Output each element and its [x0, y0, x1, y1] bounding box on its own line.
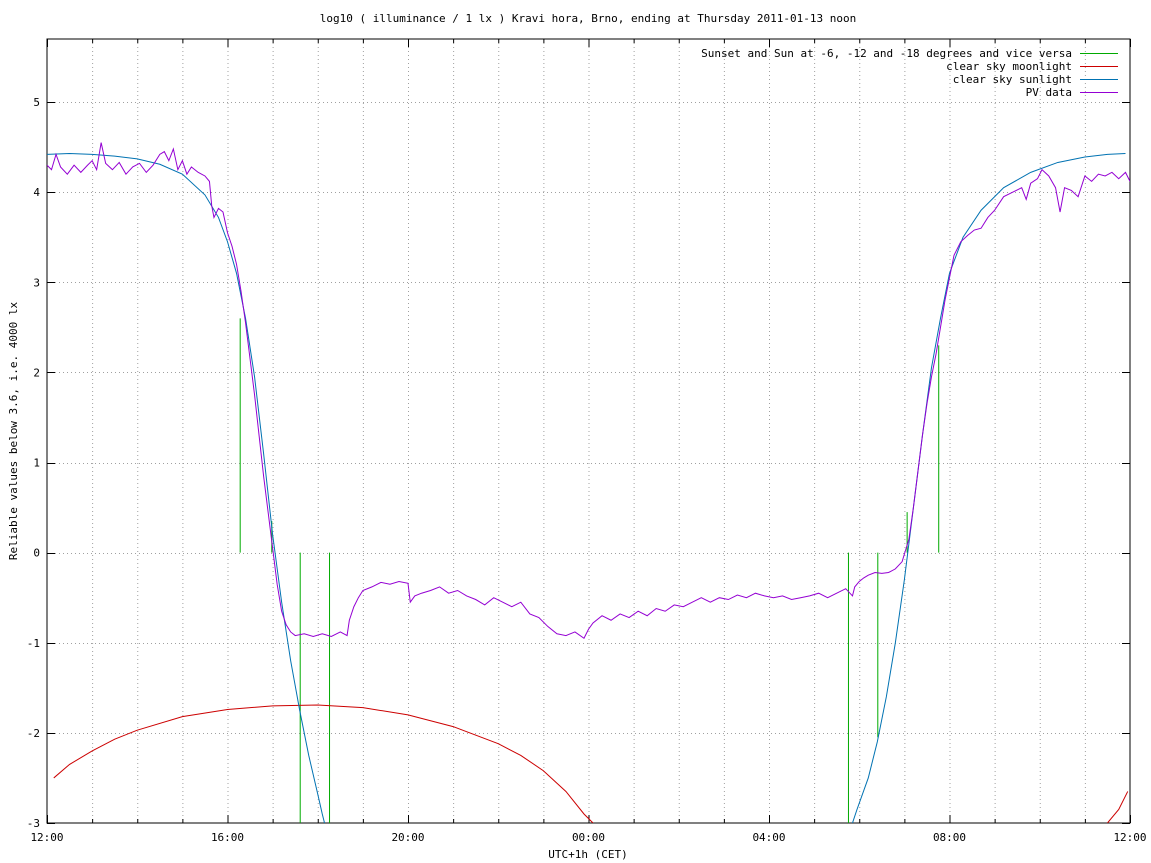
legend: Sunset and Sun at -6, -12 and -18 degree…: [701, 47, 1118, 99]
legend-label: PV data: [1026, 86, 1072, 99]
series-clear-sky-sunlight-line-2: [852, 152, 1126, 823]
grid: [47, 39, 1130, 823]
series-clear-sky-sunlight-line: [47, 152, 326, 823]
chart-title: log10 ( illuminance / 1 lx ) Kravi hora,…: [320, 12, 856, 25]
series-pv-data-line: [47, 142, 1130, 640]
y-tick-label: -3: [27, 817, 40, 830]
y-axis-label: Reliable values below 3.6, i.e. 4000 lx: [7, 301, 20, 560]
y-tick-label: 2: [33, 366, 40, 379]
x-tick-label: 00:00: [572, 831, 605, 844]
x-tick-label: 16:00: [211, 831, 244, 844]
x-axis-label: UTC+1h (CET): [548, 848, 627, 861]
series-clear-sky-moonlight-line-2: [1107, 791, 1129, 823]
legend-label: Sunset and Sun at -6, -12 and -18 degree…: [701, 47, 1072, 60]
y-tick-label: 3: [33, 276, 40, 289]
y-tick-label: 1: [33, 457, 40, 470]
legend-label: clear sky moonlight: [946, 60, 1072, 73]
y-tick-label: -2: [27, 727, 40, 740]
y-tick-label: 4: [33, 186, 40, 199]
x-tick-label: 20:00: [391, 831, 424, 844]
x-tick-label: 12:00: [1113, 831, 1146, 844]
series-clear-sky-moonlight-line: [53, 704, 594, 823]
series: [47, 142, 1130, 823]
x-tick-label: 04:00: [752, 831, 785, 844]
y-tick-label: 0: [33, 547, 40, 560]
x-tick-label: 12:00: [30, 831, 63, 844]
ticks: 12:00 16:00 20:00 00:00 04:00 08:00 12:00-3-2-…: [27, 39, 1147, 844]
x-tick-label: 08:00: [933, 831, 966, 844]
y-tick-label: 5: [33, 96, 40, 109]
y-tick-label: -1: [27, 637, 40, 650]
legend-label: clear sky sunlight: [953, 73, 1072, 86]
